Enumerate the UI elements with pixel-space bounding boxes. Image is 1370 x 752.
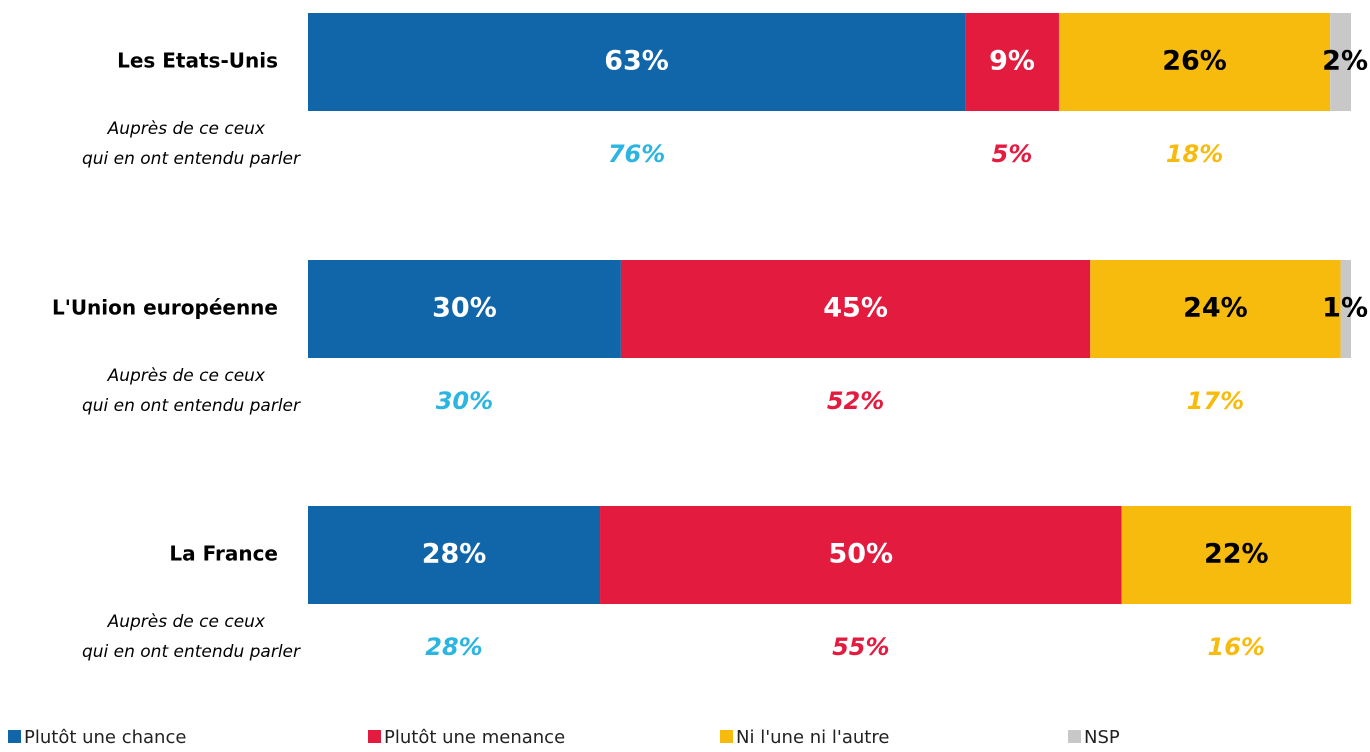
bar-segment <box>1330 13 1351 111</box>
sub-label: Auprès de ce ceux <box>107 366 266 386</box>
value-label: 1% <box>1322 293 1368 324</box>
sub-value-label: 28% <box>425 633 482 661</box>
category-label: L'Union européenne <box>52 296 278 320</box>
value-label: 28% <box>422 539 487 570</box>
sub-value-label: 17% <box>1187 387 1244 415</box>
legend-label: NSP <box>1084 727 1120 748</box>
bar-segment <box>600 506 1122 604</box>
legend-label: Plutôt une chance <box>24 727 186 748</box>
sub-label: qui en ont entendu parler <box>82 642 301 662</box>
bar-segment <box>308 260 621 358</box>
value-label: 22% <box>1204 539 1269 570</box>
sub-label: qui en ont entendu parler <box>82 396 301 416</box>
legend-swatch <box>1068 730 1081 743</box>
value-label: 2% <box>1322 46 1368 77</box>
sub-value-label: 5% <box>992 140 1033 168</box>
bar-segment <box>1340 260 1351 358</box>
value-label: 26% <box>1162 46 1227 77</box>
value-label: 45% <box>823 293 888 324</box>
value-label: 9% <box>989 46 1035 77</box>
value-label: 50% <box>828 539 893 570</box>
sub-label: Auprès de ce ceux <box>107 119 266 139</box>
sub-value-label: 30% <box>436 387 493 415</box>
legend-swatch <box>8 730 21 743</box>
sub-label: qui en ont entendu parler <box>82 149 301 169</box>
legend-swatch <box>368 730 381 743</box>
legend-label: Ni l'une ni l'autre <box>736 727 889 748</box>
bar-segment <box>1058 13 1331 111</box>
category-label: Les Etats-Unis <box>117 49 278 73</box>
sub-value-label: 52% <box>827 387 884 415</box>
bar-segment <box>620 260 1091 358</box>
legend-label: Plutôt une menance <box>384 727 565 748</box>
sub-value-label: 76% <box>608 140 665 168</box>
sub-label: Auprès de ce ceux <box>107 612 266 632</box>
value-label: 24% <box>1183 293 1248 324</box>
bar-segment <box>1090 260 1341 358</box>
sub-value-label: 18% <box>1166 140 1223 168</box>
bar-segment <box>308 506 601 604</box>
bar-segment <box>1121 506 1351 604</box>
bar-segment <box>308 13 966 111</box>
category-label: La France <box>169 542 278 566</box>
value-label: 63% <box>604 46 669 77</box>
sub-value-label: 55% <box>832 633 889 661</box>
bar-segment <box>965 13 1059 111</box>
sub-value-label: 16% <box>1208 633 1265 661</box>
value-label: 30% <box>432 293 497 324</box>
legend-swatch <box>720 730 733 743</box>
